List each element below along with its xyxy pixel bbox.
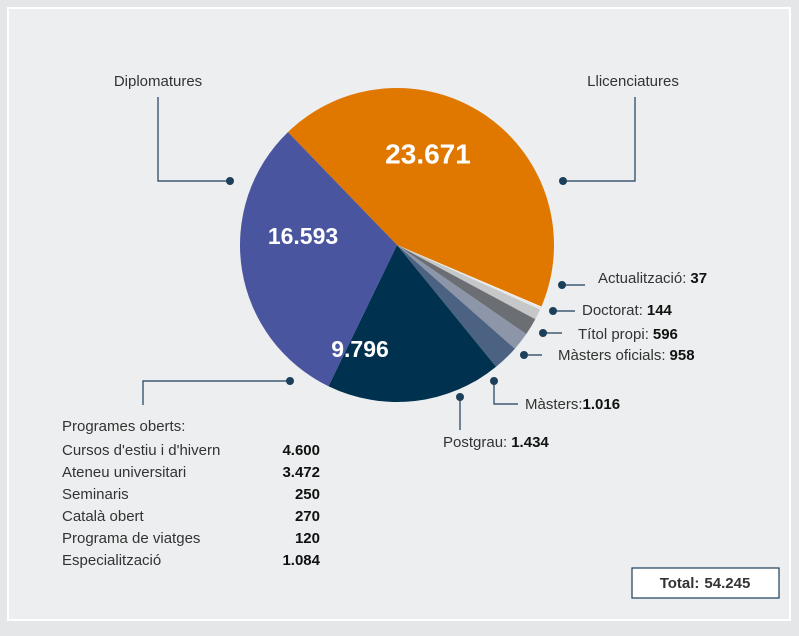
leader-dot	[490, 377, 498, 385]
slice	[397, 245, 515, 367]
leader-dot	[539, 329, 547, 337]
breakdown-label: Especialització	[62, 552, 161, 569]
breakdown-label: Programa de viatges	[62, 530, 200, 547]
slice-label: Actualització: 37	[598, 270, 707, 287]
category-label: Programes oberts:	[62, 418, 185, 435]
leader-line	[563, 97, 636, 182]
category-label: Actualització:	[598, 270, 686, 287]
breakdown-label: Cursos d'estiu i d'hivern	[62, 442, 220, 459]
breakdown-label: Català obert	[62, 508, 145, 525]
total-label: Total:	[660, 575, 700, 592]
slice-label: Màsters:1.016	[525, 396, 620, 413]
total: Total: 54.245	[660, 575, 751, 592]
slice	[239, 132, 397, 387]
slice	[397, 245, 541, 320]
value-label: 9.796	[331, 336, 389, 362]
leader-dot	[520, 351, 528, 359]
category-label: Doctorat:	[582, 302, 643, 319]
category-label: Diplomatures	[114, 73, 202, 90]
leader-line	[157, 97, 230, 182]
leader-dot	[559, 177, 567, 185]
breakdown-label: Seminaris	[62, 486, 129, 503]
breakdown-label: Ateneu universitari	[62, 464, 186, 481]
category-label: Llicenciatures	[587, 73, 679, 90]
breakdown-value: 4.600	[282, 442, 320, 459]
leader-line	[142, 380, 290, 405]
value-label: 37	[690, 270, 707, 287]
slice-label: Títol propi: 596	[578, 326, 678, 343]
slice	[397, 245, 536, 335]
slice	[328, 245, 497, 402]
leader-line	[493, 381, 518, 405]
value-label: 1.434	[511, 434, 549, 451]
total-value: 54.245	[704, 575, 750, 592]
value-label: 23.671	[385, 138, 471, 169]
slice	[397, 245, 527, 349]
slice	[397, 245, 542, 310]
slice-label: Postgrau: 1.434	[443, 434, 549, 451]
value-label: 144	[647, 302, 673, 319]
category-label: Postgrau:	[443, 434, 507, 451]
breakdown-value: 1.084	[282, 552, 320, 569]
total-box	[631, 567, 780, 599]
slice	[397, 245, 542, 308]
breakdown-value: 250	[295, 486, 320, 503]
leader-dot	[226, 177, 234, 185]
leader-dot	[558, 281, 566, 289]
slice-label: Màsters oficials: 958	[558, 347, 695, 364]
slice	[287, 87, 555, 307]
value-label: 596	[653, 326, 678, 343]
leader-dot	[549, 307, 557, 315]
leader-dot	[286, 377, 294, 385]
breakdown-value: 120	[295, 530, 320, 547]
value-label: 16.593	[268, 223, 338, 249]
value-label: 958	[670, 347, 695, 364]
leader-dot	[456, 393, 464, 401]
breakdown-value: 3.472	[282, 464, 320, 481]
category-label: Títol propi:	[578, 326, 649, 343]
slice-label: Doctorat: 144	[582, 302, 673, 319]
breakdown-value: 270	[295, 508, 320, 525]
category-label: Màsters oficials:	[558, 347, 666, 364]
category-label: Màsters:	[525, 396, 583, 413]
value-label: 1.016	[583, 396, 621, 413]
